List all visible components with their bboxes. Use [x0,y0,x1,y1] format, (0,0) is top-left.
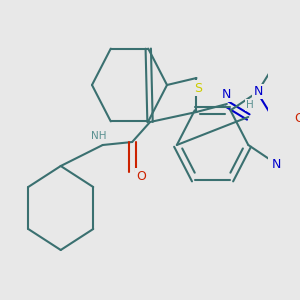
Text: O: O [136,169,146,182]
Text: N: N [254,85,263,98]
Text: H: H [246,100,254,110]
Text: O: O [294,112,300,125]
Text: NH: NH [92,131,107,141]
Text: S: S [194,82,202,94]
Text: N: N [271,158,281,170]
Text: N: N [222,88,232,100]
